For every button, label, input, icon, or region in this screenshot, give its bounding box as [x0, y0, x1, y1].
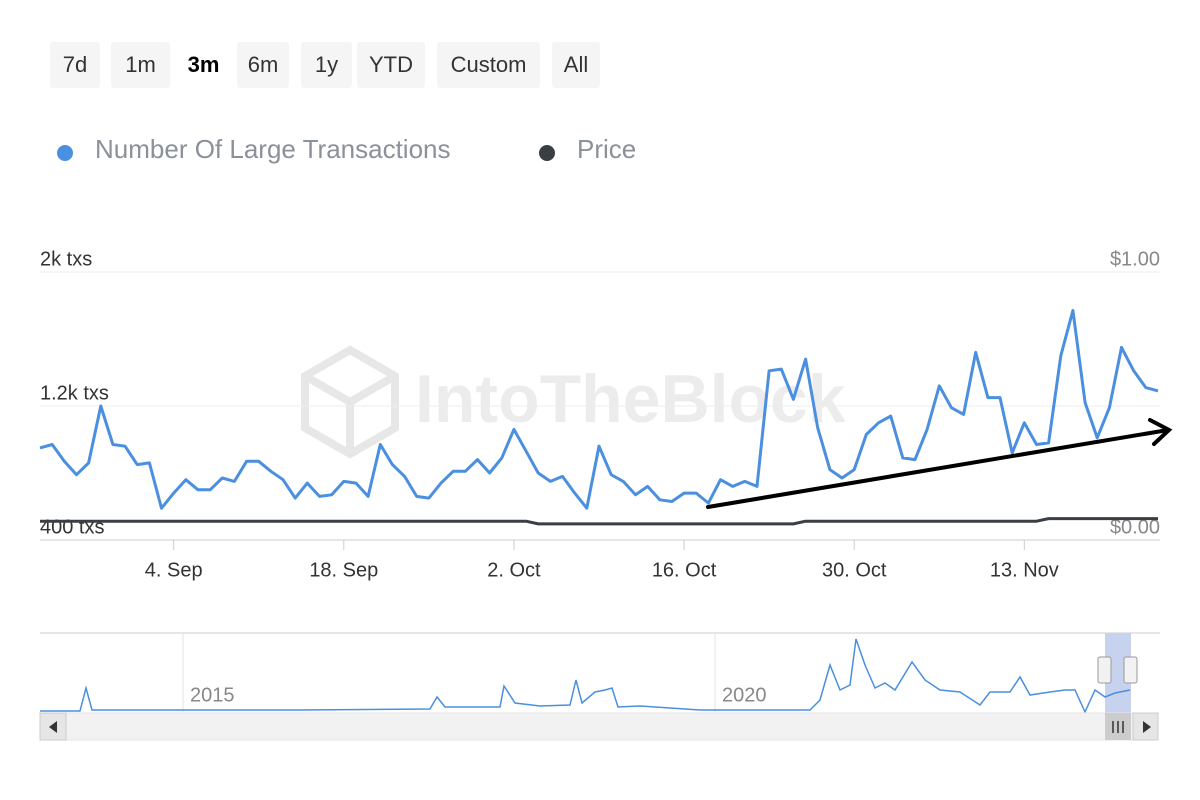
range-button[interactable]: All: [552, 42, 600, 88]
x-tick-label: 30. Oct: [822, 559, 887, 581]
y2-tick-label: $0.00: [1110, 516, 1160, 538]
arrow-icon: [49, 721, 57, 733]
button-label: 7d: [63, 52, 87, 77]
scroll-right[interactable]: [1132, 712, 1159, 741]
x-tick-label: 16. Oct: [652, 559, 717, 581]
plot: [39, 309, 1159, 526]
y-tick-label: 1.2k txs: [40, 382, 109, 404]
button-label: 1m: [125, 52, 156, 77]
y2-tick-label: $1.00: [1110, 248, 1160, 270]
button-label: 3m: [188, 52, 220, 77]
range-button[interactable]: Custom: [437, 42, 540, 88]
button-label: YTD: [369, 52, 413, 77]
series-line: [39, 309, 1159, 510]
range-button[interactable]: 7d: [50, 42, 100, 88]
navigator-handle[interactable]: [1123, 656, 1138, 684]
range-button[interactable]: 1m: [111, 42, 170, 88]
legend-marker: [539, 145, 555, 161]
legend-item[interactable]: Number Of Large Transactions: [57, 134, 451, 164]
series-line: [40, 517, 1158, 526]
trend-arrow: [706, 418, 1173, 509]
button-bg: [111, 42, 170, 88]
legend-label: Price: [577, 134, 636, 164]
scrollbar-track[interactable]: [39, 712, 1159, 741]
navigator-handle[interactable]: [1097, 656, 1112, 684]
button-label: 6m: [248, 52, 279, 77]
arrow-icon: [1143, 721, 1151, 733]
navigator: 2015 2020: [39, 632, 1160, 741]
navigator-label: 2015: [190, 684, 235, 706]
legend: Number Of Large Transactions Price: [57, 134, 636, 164]
range-buttons: 7d 1m 3m 6m 1y YTD Custom All: [50, 42, 600, 88]
button-label: 1y: [315, 52, 338, 77]
legend-marker: [57, 145, 73, 161]
x-tick-label: 2. Oct: [487, 559, 541, 581]
button-label: Custom: [451, 52, 527, 77]
grip-icon: [1112, 721, 1124, 733]
range-button[interactable]: 6m: [237, 42, 289, 88]
watermark: IntoTheBlock: [415, 361, 846, 437]
button-bg: [552, 42, 600, 88]
button-bg: [237, 42, 289, 88]
button-bg: [301, 42, 352, 88]
range-button[interactable]: 1y: [301, 42, 352, 88]
button-label: All: [564, 52, 588, 77]
y-tick-label: 2k txs: [40, 248, 92, 270]
watermark-logo: [301, 345, 399, 459]
range-button[interactable]: YTD: [357, 42, 425, 88]
range-button[interactable]: 3m: [174, 42, 233, 88]
button-bg: [437, 42, 540, 88]
y-tick-label: 400 txs: [40, 516, 104, 538]
x-tick-label: 4. Sep: [145, 559, 203, 581]
navigator-line: [40, 638, 1131, 714]
legend-label: Number Of Large Transactions: [95, 134, 451, 164]
legend-item[interactable]: Price: [539, 134, 636, 164]
button-bg: [357, 42, 425, 88]
navigator-label: 2020: [722, 684, 767, 706]
button-bg: [50, 42, 100, 88]
button-bg: [174, 42, 233, 88]
x-tick-label: 13. Nov: [990, 559, 1059, 581]
x-tick-label: 18. Sep: [309, 559, 378, 581]
grid: 400 txs 1.2k txs 2k txs $0.00 $1.00 4. Sep 18.…: [40, 248, 1160, 581]
